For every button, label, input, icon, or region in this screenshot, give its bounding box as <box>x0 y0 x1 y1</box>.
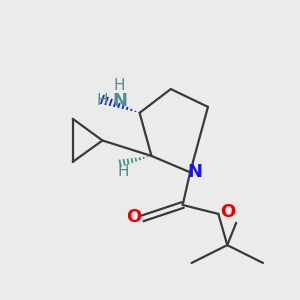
Text: N: N <box>113 92 128 110</box>
Text: H: H <box>97 94 108 109</box>
Text: O: O <box>220 203 235 221</box>
Text: N: N <box>187 163 202 181</box>
Text: H: H <box>113 78 124 93</box>
Text: O: O <box>126 208 141 226</box>
Text: H: H <box>118 164 129 179</box>
